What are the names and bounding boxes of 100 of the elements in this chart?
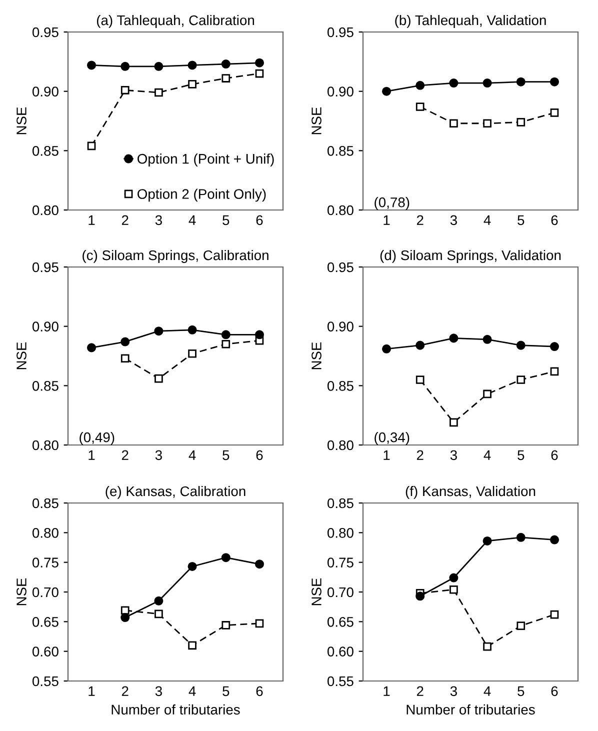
annotation: (0,34) (374, 432, 410, 445)
chart-title: (e) Kansas, Calibration (106, 486, 246, 499)
x-tick-label: 5 (518, 686, 524, 696)
chart-title: (a) Tahlequah, Calibration (96, 14, 254, 28)
x-tick-label: 4 (188, 686, 196, 696)
x-tick-label: 6 (256, 450, 263, 460)
point (154, 62, 164, 71)
y-tick-label: 0.70 (327, 587, 354, 598)
point (416, 376, 424, 384)
point (154, 610, 163, 618)
point (450, 418, 458, 427)
x-tick-label: 6 (551, 450, 558, 460)
point (221, 60, 230, 69)
y-tick-label: 0.60 (32, 646, 58, 657)
x-tick-label: 6 (256, 215, 263, 226)
y-tick-label: 0.55 (327, 676, 354, 686)
chart-title: (c) Siloam Springs, Calibration (82, 250, 268, 263)
x-tick-label: 3 (155, 686, 162, 696)
legend-label: Option 2 (Point Only) (138, 188, 266, 202)
point (516, 532, 526, 542)
y-tick-label: 0.80 (327, 528, 354, 538)
y-tick-label: 0.95 (327, 27, 354, 38)
x-tick-label: 1 (88, 686, 95, 696)
point (120, 62, 130, 71)
point (550, 108, 559, 117)
x-tick-label: 5 (222, 215, 230, 226)
point (254, 330, 264, 340)
point (449, 78, 458, 88)
y-tick-label: 0.85 (327, 146, 354, 156)
point (482, 78, 492, 88)
y-tick-label: 0.80 (32, 528, 58, 538)
point (255, 69, 264, 78)
point (154, 596, 164, 606)
point (449, 334, 458, 343)
point (188, 641, 196, 650)
y-tick-label: 0.80 (327, 440, 354, 450)
x-tick-label: 2 (416, 215, 424, 225)
point (120, 606, 130, 615)
y-tick-label: 0.60 (327, 646, 354, 657)
y-tick-label: 0.95 (32, 262, 58, 272)
x-tick-label: 3 (155, 450, 162, 460)
x-tick-label: 3 (155, 215, 162, 226)
x-tick-label: 2 (416, 686, 424, 696)
y-axis-title: NSE (312, 342, 322, 370)
x-axis-title: Number of tributaries (112, 704, 240, 715)
point (154, 374, 163, 383)
point (483, 390, 492, 398)
point (254, 560, 264, 569)
point (516, 340, 526, 350)
y-axis-title: NSE (312, 107, 322, 134)
y-tick-label: 0.85 (32, 381, 58, 391)
point (482, 334, 492, 344)
y-tick-label: 0.75 (32, 558, 58, 568)
point (120, 354, 130, 363)
y-tick-label: 0.90 (327, 322, 354, 332)
x-tick-label: 2 (122, 450, 128, 460)
point (550, 367, 559, 376)
x-tick-label: 4 (188, 215, 196, 225)
point (516, 376, 526, 384)
x-tick-label: 5 (518, 215, 524, 226)
x-tick-label: 6 (551, 686, 558, 696)
point (516, 622, 526, 630)
point (154, 326, 164, 336)
y-tick-label: 0.95 (327, 262, 354, 272)
x-tick-label: 6 (551, 215, 558, 226)
point (221, 553, 230, 562)
point (450, 585, 458, 594)
annotation: (0,49) (80, 432, 114, 445)
x-tick-label: 1 (384, 686, 390, 696)
x-tick-label: 5 (222, 686, 230, 696)
point (416, 102, 424, 111)
y-tick-label: 0.75 (327, 558, 354, 568)
y-tick-label: 0.90 (32, 86, 58, 97)
point (87, 343, 96, 352)
point (188, 60, 197, 70)
x-tick-label: 3 (450, 450, 457, 460)
y-tick-label: 0.80 (327, 205, 354, 216)
chart-title: (f) Kansas, Validation (406, 486, 536, 499)
point (222, 621, 230, 630)
x-axis-title: Number of tributaries (406, 704, 535, 715)
x-tick-label: 2 (122, 215, 128, 225)
x-tick-label: 2 (416, 450, 424, 460)
point (482, 536, 492, 546)
point (87, 142, 96, 150)
x-tick-label: 5 (518, 450, 524, 460)
y-tick-label: 0.80 (32, 440, 58, 450)
chart-title: (b) Tahlequah, Validation (395, 14, 546, 28)
y-tick-label: 0.65 (327, 617, 354, 627)
y-tick-label: 0.55 (32, 676, 58, 686)
point (87, 60, 96, 70)
point (483, 119, 492, 128)
point (516, 118, 526, 126)
x-tick-label: 1 (88, 450, 95, 460)
x-tick-label: 2 (122, 686, 128, 696)
y-tick-label: 0.95 (32, 27, 58, 38)
y-tick-label: 0.70 (32, 587, 58, 598)
point (450, 119, 458, 128)
y-tick-label: 0.80 (32, 205, 58, 216)
point (120, 86, 130, 94)
point (222, 74, 230, 82)
